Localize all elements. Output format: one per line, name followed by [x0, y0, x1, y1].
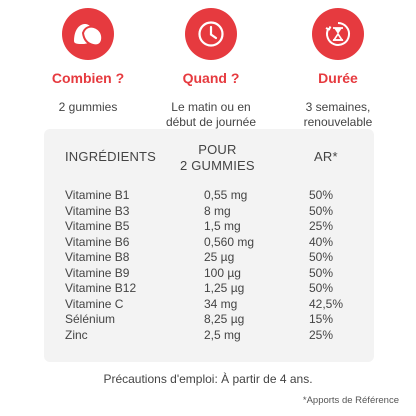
table-row: Sélénium 8,25 µg 15% [44, 312, 374, 328]
table-row: Zinc 2,5 mg 25% [44, 328, 374, 344]
ingredient-qty: 2,5 mg [204, 327, 241, 342]
info-column-quand: Quand ? Le matin ou en début de journée [156, 8, 266, 130]
ingredient-qty: 8 mg [204, 203, 231, 218]
quand-desc-line-2: début de journée [165, 115, 257, 129]
ingredient-name: Vitamine C [65, 296, 124, 311]
reference-footnote: *Apports de Référence [302, 395, 399, 406]
ingredient-qty: 34 mg [204, 296, 238, 311]
ingredient-ar: 40% [309, 234, 334, 249]
table-row: Vitamine B3 8 mg 50% [44, 204, 374, 220]
hourglass-icon [312, 8, 364, 60]
info-column-duree: Durée 3 semaines, renouvelable [283, 8, 393, 130]
ingredient-ar: 50% [309, 265, 334, 280]
ingredient-name: Vitamine B1 [65, 188, 130, 202]
ingredient-qty: 1,5 mg [204, 219, 241, 233]
duree-desc-line-2: renouvelable [303, 115, 373, 129]
table-row: Vitamine B8 25 µg 50% [44, 250, 374, 266]
duree-title: Durée [318, 70, 358, 86]
ingredient-ar: 25% [309, 327, 334, 342]
ingredient-name: Vitamine B8 [65, 250, 130, 264]
header-pour-line-2: 2 GUMMIES [180, 158, 255, 173]
ingredient-name: Vitamine B3 [65, 203, 130, 218]
combien-title: Combien ? [51, 70, 125, 86]
ingredient-name: Vitamine B6 [65, 234, 130, 249]
header-ingredients: INGRÉDIENTS [65, 149, 157, 164]
ingredient-name: Vitamine B5 [65, 219, 130, 233]
ingredient-name: Sélénium [65, 312, 116, 326]
ingredient-ar: 50% [309, 250, 334, 264]
ingredient-name: Vitamine B12 [65, 281, 137, 295]
header-pour-2-gummies: POUR 2 GUMMIES [180, 142, 255, 174]
ingredient-name: Zinc [65, 327, 88, 342]
ingredient-ar: 50% [309, 203, 334, 218]
header-pour-line-1: POUR [198, 142, 237, 157]
ingredient-ar: 50% [309, 281, 334, 295]
info-column-combien: Combien ? 2 gummies [33, 8, 143, 115]
table-row: Vitamine B12 1,25 µg 50% [44, 281, 374, 297]
ingredient-qty: 25 µg [204, 250, 235, 264]
combien-desc: 2 gummies [33, 100, 143, 115]
ingredient-name: Vitamine B9 [65, 265, 130, 280]
gummies-icon [62, 8, 114, 60]
ingredient-qty: 8,25 µg [204, 312, 245, 326]
duree-desc-line-1: 3 semaines, [305, 100, 371, 114]
table-row: Vitamine B1 0,55 mg 50% [44, 188, 374, 204]
ingredients-rows: Vitamine B1 0,55 mg 50% Vitamine B3 8 mg… [44, 188, 374, 343]
ingredient-qty: 0,560 mg [204, 234, 255, 249]
header-ar: AR* [314, 149, 338, 164]
table-row: Vitamine B5 1,5 mg 25% [44, 219, 374, 235]
quand-title: Quand ? [182, 70, 240, 86]
quand-desc-line-1: Le matin ou en [171, 100, 251, 114]
ingredient-qty: 0,55 mg [204, 188, 248, 202]
table-row: Vitamine C 34 mg 42,5% [44, 297, 374, 313]
combien-desc-line: 2 gummies [58, 100, 118, 114]
ingredient-ar: 42,5% [309, 296, 344, 311]
clock-icon [185, 8, 237, 60]
ingredient-ar: 50% [309, 188, 334, 202]
quand-desc: Le matin ou en début de journée [156, 100, 266, 130]
ingredient-ar: 25% [309, 219, 334, 233]
ingredient-qty: 1,25 µg [204, 281, 245, 295]
ingredient-qty: 100 µg [204, 265, 241, 280]
table-row: Vitamine B6 0,560 mg 40% [44, 235, 374, 251]
ingredients-table-card: INGRÉDIENTS POUR 2 GUMMIES AR* Vitamine … [44, 129, 374, 362]
precautions-text: Précautions d'emploi: À partir de 4 ans. [103, 372, 313, 386]
duree-desc: 3 semaines, renouvelable [283, 100, 393, 130]
table-row: Vitamine B9 100 µg 50% [44, 266, 374, 282]
ingredient-ar: 15% [309, 312, 334, 326]
